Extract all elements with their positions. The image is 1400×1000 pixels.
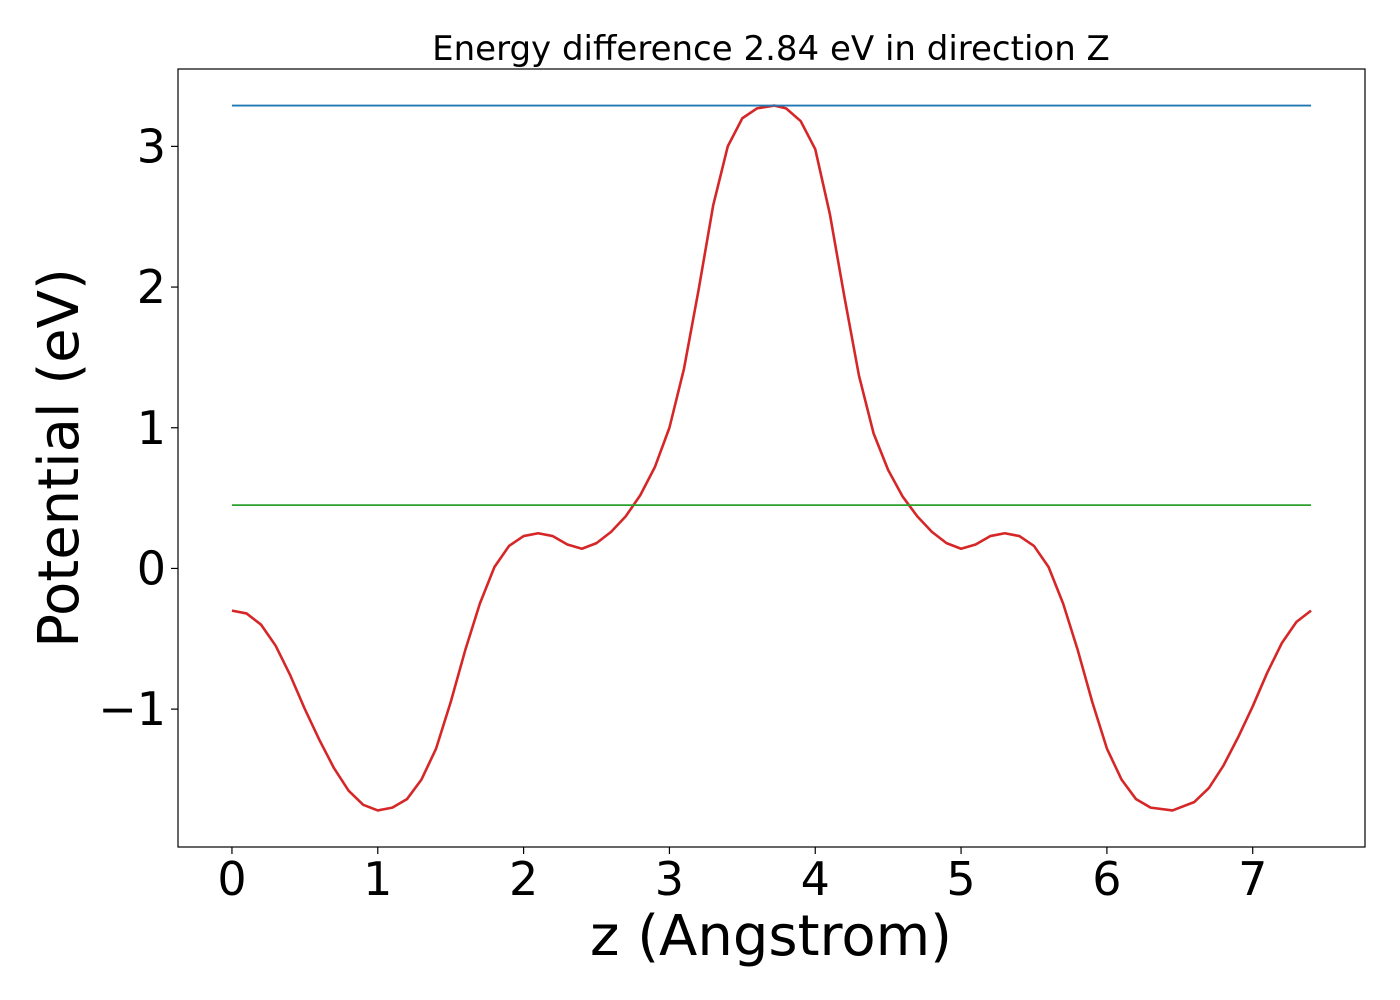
y-tick-label: 2: [137, 260, 166, 314]
x-tick-label: 7: [1238, 852, 1267, 906]
x-axis-label: z (Angstrom): [590, 904, 952, 969]
y-tick-label: 0: [137, 541, 166, 595]
y-axis-ticks: −1 0 1 2 3: [98, 119, 178, 736]
x-tick-label: 2: [509, 852, 538, 906]
series-line-0: [231, 104, 1312, 812]
x-tick-label: 5: [946, 852, 975, 906]
y-axis-label: Potential (eV): [27, 268, 92, 648]
x-tick-label: 6: [1092, 852, 1121, 906]
y-tick-label: 3: [137, 119, 166, 173]
x-axis-ticks: 0 1 2 3 4 5 6 7: [217, 847, 1267, 906]
y-tick-label: −1: [98, 682, 166, 736]
x-tick-label: 1: [363, 852, 392, 906]
x-tick-label: 4: [801, 852, 830, 906]
chart-title: Energy difference 2.84 eV in direction Z: [432, 29, 1110, 69]
plot-frame: [177, 68, 1366, 848]
x-tick-label: 3: [655, 852, 684, 906]
x-tick-label: 0: [217, 852, 246, 906]
series-layer: [231, 104, 1312, 812]
y-tick-label: 1: [137, 401, 166, 455]
